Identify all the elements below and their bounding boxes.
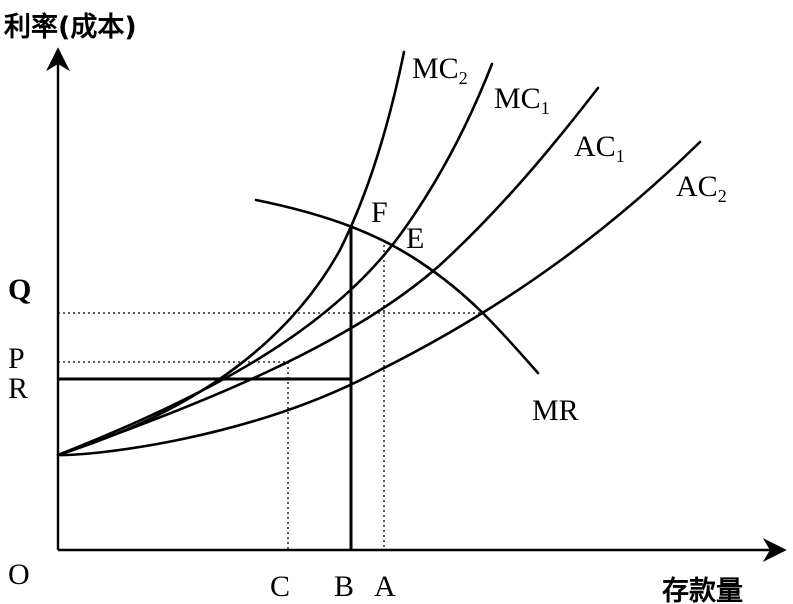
point-e-label: E bbox=[406, 222, 424, 255]
mc1-curve bbox=[56, 62, 494, 457]
ac2-label-sub: 2 bbox=[718, 186, 727, 206]
x-tick-c: C bbox=[270, 570, 290, 603]
y-tick-r: R bbox=[8, 372, 28, 405]
point-f-label: F bbox=[371, 196, 388, 229]
ac1-label: AC1 bbox=[574, 130, 625, 166]
mc2-label-base: MC bbox=[412, 52, 459, 85]
mc2-label: MC2 bbox=[412, 52, 468, 88]
mr-curve bbox=[254, 198, 540, 375]
x-tick-a: A bbox=[374, 570, 396, 603]
y-tick-q: Q bbox=[8, 273, 31, 306]
ac1-label-base: AC bbox=[574, 130, 616, 163]
origin-label: O bbox=[8, 558, 30, 591]
mc1-label-sub: 1 bbox=[541, 98, 550, 118]
mc2-label-sub: 2 bbox=[459, 68, 468, 88]
ac2-curve bbox=[56, 140, 702, 457]
mc2-curve bbox=[56, 50, 406, 457]
mr-label: MR bbox=[532, 394, 579, 427]
x-tick-b: B bbox=[334, 570, 354, 603]
x-axis-title: 存款量 bbox=[662, 576, 743, 604]
mc1-label-base: MC bbox=[494, 82, 541, 115]
ac1-curve bbox=[56, 86, 600, 457]
mc1-label: MC1 bbox=[494, 82, 550, 118]
ac1-label-sub: 1 bbox=[616, 146, 625, 166]
y-axis-title: 利率(成本) bbox=[4, 11, 137, 43]
ac2-label-base: AC bbox=[676, 170, 718, 203]
y-tick-p: P bbox=[8, 342, 25, 375]
ac2-label: AC2 bbox=[676, 170, 727, 206]
